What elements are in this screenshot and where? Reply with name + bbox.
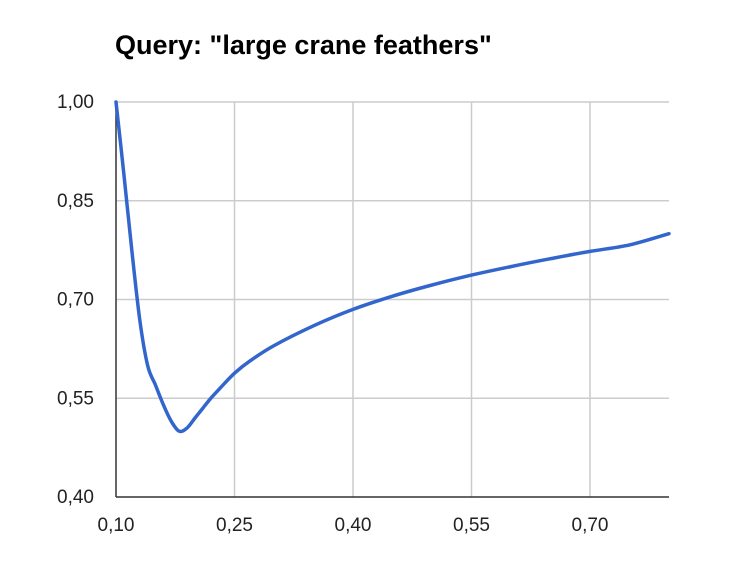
x-tick-label: 0,70: [572, 515, 609, 536]
x-tick-label: 0,40: [335, 515, 372, 536]
series-line: [114, 100, 671, 434]
chart-title: Query: "large crane feathers": [115, 30, 492, 60]
y-tick-label: 0,40: [57, 487, 94, 508]
y-tick-label: 0,70: [57, 290, 94, 311]
x-tick-label: 0,10: [98, 515, 135, 536]
x-tick-label: 0,55: [453, 515, 490, 536]
y-tick-label: 0,55: [57, 388, 94, 409]
y-tick-label: 1,00: [57, 92, 94, 113]
y-tick-label: 0,85: [57, 191, 94, 212]
x-tick-label: 0,25: [216, 515, 253, 536]
